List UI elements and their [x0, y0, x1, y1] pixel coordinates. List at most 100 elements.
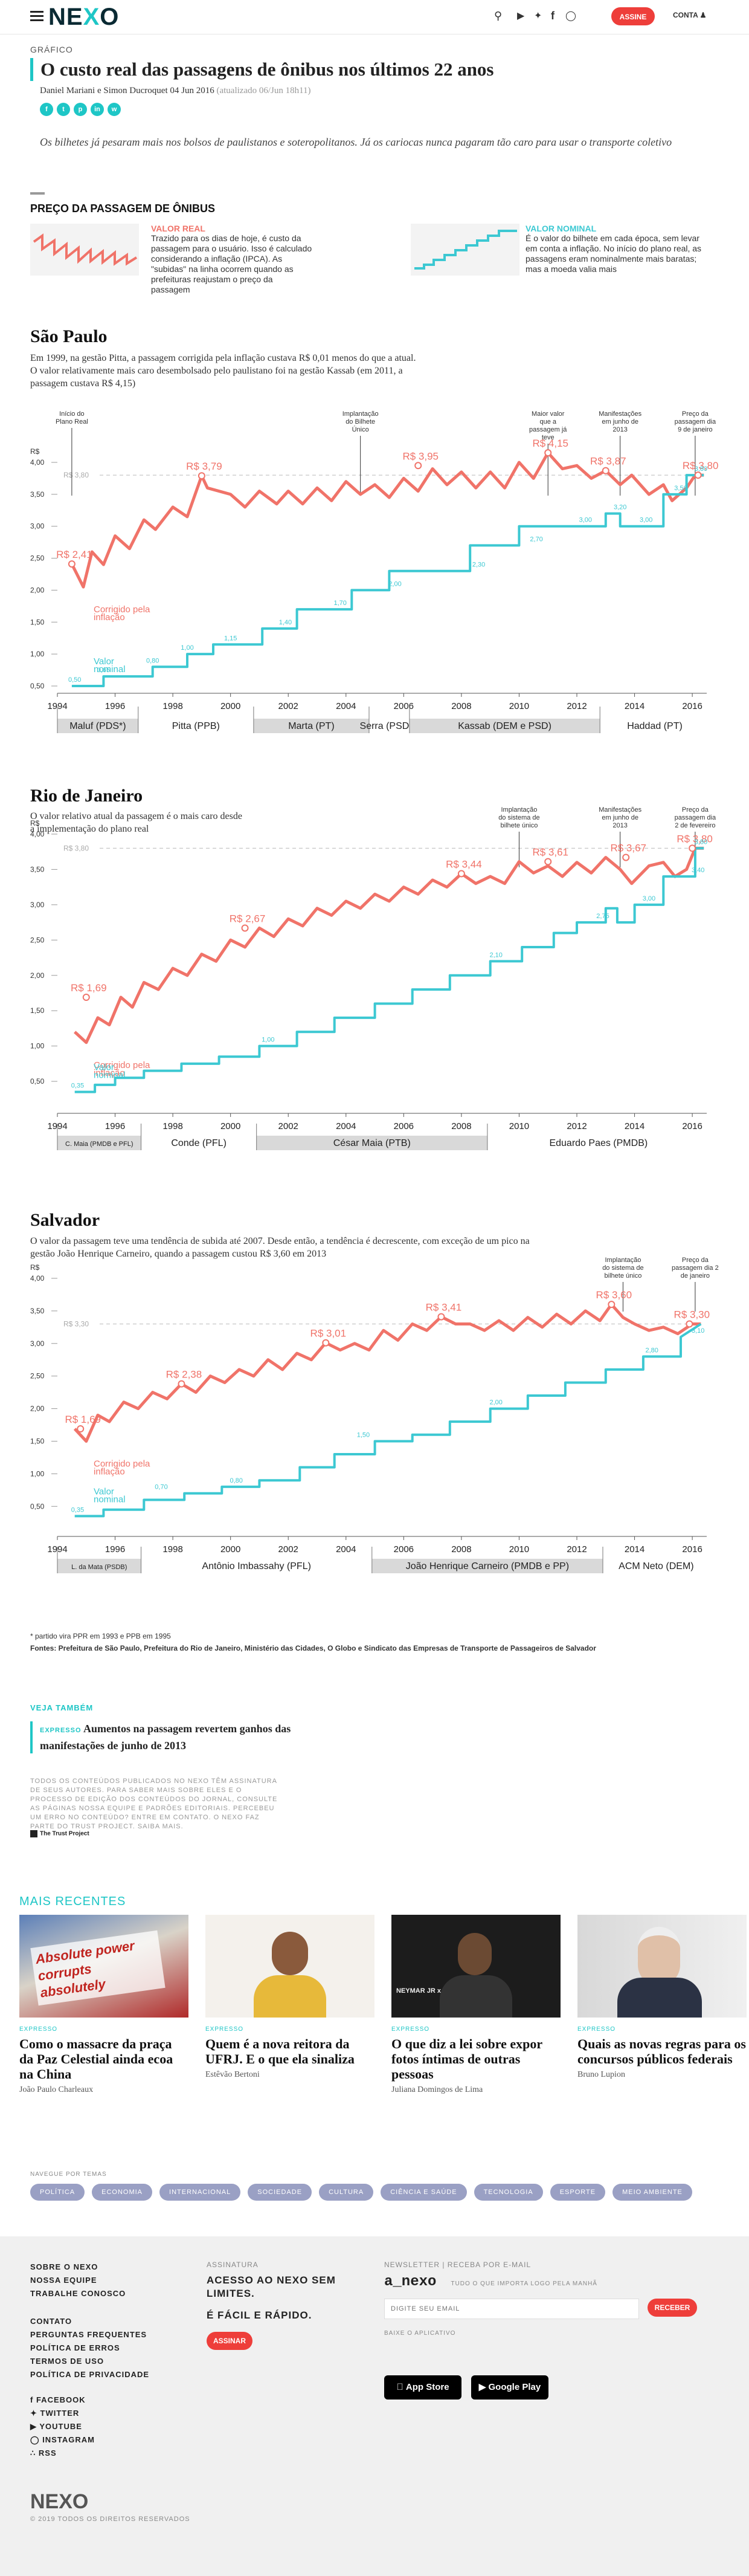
- tema-pill[interactable]: ECONOMIA: [92, 2184, 153, 2201]
- share-linkedin-icon[interactable]: in: [91, 103, 104, 116]
- y-tick-label: 1,50: [30, 1006, 45, 1015]
- social-youtube-link[interactable]: ▶ YOUTUBE: [30, 2420, 95, 2433]
- series-label-nominal: Valor nominal: [94, 1486, 126, 1504]
- assinar-button[interactable]: ASSINAR: [207, 2332, 252, 2350]
- twitter-icon[interactable]: ✦: [534, 11, 542, 21]
- chart-rio: 0,501,001,502,002,503,003,504,00R$1994 19…: [30, 806, 716, 1150]
- footer-link[interactable]: TERMOS DE USO: [30, 2357, 104, 2366]
- social-rss-link[interactable]: ∴ RSS: [30, 2447, 95, 2460]
- instagram-icon[interactable]: ◯: [565, 11, 576, 21]
- legend-real-text: Trazido para os dias de hoje, é custo da…: [151, 233, 312, 294]
- news-card[interactable]: EXPRESSO Quais as novas regras para os c…: [577, 1915, 747, 2080]
- news-card-author: Bruno Lupion: [577, 2070, 625, 2079]
- share-facebook-icon[interactable]: f: [40, 103, 53, 116]
- annotation-text: Maior valor que a passagem já teve: [529, 410, 567, 441]
- series-line-real: [70, 451, 704, 589]
- tema-pill[interactable]: CULTURA: [319, 2184, 374, 2201]
- facebook-icon[interactable]: f: [551, 10, 555, 22]
- app-store-button[interactable]:  App Store: [384, 2375, 461, 2400]
- x-tick-label: 1996: [105, 1544, 125, 1555]
- share-whatsapp-icon[interactable]: w: [108, 103, 121, 116]
- tema-pill[interactable]: MEIO AMBIENTE: [612, 2184, 692, 2201]
- data-label-real: R$ 4,15: [532, 438, 568, 449]
- footer-link[interactable]: CONTATO: [30, 2317, 72, 2326]
- news-card[interactable]: Absolute power corrupts absolutely EXPRE…: [19, 1915, 188, 2095]
- youtube-icon[interactable]: ▶: [517, 11, 525, 21]
- social-twitter-link[interactable]: ✦ TWITTER: [30, 2407, 95, 2420]
- lede: Os bilhetes já pesaram mais nos bolsos d…: [40, 136, 672, 148]
- gestao-label: L. da Mata (PSDB): [71, 1564, 127, 1571]
- y-tick-label: 2,00: [30, 586, 45, 594]
- y-tick-label: 1,50: [30, 618, 45, 626]
- x-tick-label: 2008: [451, 1544, 471, 1555]
- footer-link[interactable]: PERGUNTAS FREQUENTES: [30, 2330, 147, 2339]
- menu-icon[interactable]: [30, 11, 43, 22]
- y-tick-label: 0,50: [30, 682, 45, 690]
- footer-link[interactable]: TRABALHE CONOSCO: [30, 2289, 126, 2298]
- y-tick-label: 1,00: [30, 650, 45, 658]
- gestao-band: [57, 1136, 141, 1150]
- footer-link[interactable]: SOBRE O NEXO: [30, 2262, 98, 2271]
- data-label-nominal: 0,65: [97, 667, 110, 674]
- footer-link[interactable]: POLÍTICA DE ERROS: [30, 2343, 120, 2352]
- receber-button[interactable]: RECEBER: [648, 2299, 697, 2317]
- email-input[interactable]: [384, 2299, 639, 2319]
- tema-pill[interactable]: TECNOLOGIA: [474, 2184, 543, 2201]
- tema-pill[interactable]: SOCIEDADE: [248, 2184, 312, 2201]
- chart-salvador: 0,501,001,502,002,503,003,504,00R$1994 19…: [30, 1257, 719, 1573]
- x-tick-label: 2010: [509, 701, 529, 711]
- share-twitter-icon[interactable]: t: [57, 103, 70, 116]
- top-bar: NEXO ⚲ ▶ ✦ f ◯ ASSINE CONTA ♟: [0, 0, 749, 34]
- news-card[interactable]: NEYMAR JR x EXPRESSO O que diz a lei sob…: [391, 1915, 561, 2095]
- news-card-headline: Quais as novas regras para os concursos …: [577, 2036, 746, 2066]
- x-tick-label: 2006: [394, 701, 414, 711]
- data-label-nominal: 2,80: [646, 1347, 658, 1354]
- gestao-band: [369, 719, 410, 733]
- footer-links-2: CONTATO PERGUNTAS FREQUENTES POLÍTICA DE…: [30, 2315, 149, 2381]
- y-tick-label: 3,50: [30, 490, 45, 499]
- news-card[interactable]: EXPRESSO Quem é a nova reitora da UFRJ. …: [205, 1915, 374, 2080]
- logo[interactable]: NEXO: [48, 4, 120, 30]
- series-line-nominal: [74, 847, 704, 1093]
- share-pinterest-icon[interactable]: p: [74, 103, 87, 116]
- section-title: PREÇO DA PASSAGEM DE ÔNIBUS: [30, 202, 216, 215]
- data-point-real: [694, 471, 702, 479]
- assinatura-label: ASSINATURA: [207, 2260, 259, 2269]
- section-divider: [30, 192, 45, 195]
- assine-button[interactable]: ASSINE: [611, 7, 655, 25]
- y-tick-label: 2,00: [30, 971, 45, 980]
- x-tick-label: 2016: [682, 1121, 702, 1131]
- app-store-label: App Store: [401, 2382, 449, 2392]
- conta-link[interactable]: CONTA ♟: [673, 11, 707, 19]
- veja-tag: EXPRESSO: [40, 1727, 82, 1734]
- chart-desc-rio: O valor relativo atual da passagem é o m…: [30, 811, 242, 834]
- annotation-text: Preço da passagem dia 2 de janeiro: [672, 1257, 719, 1280]
- tema-pill[interactable]: INTERNACIONAL: [159, 2184, 241, 2201]
- data-label-real: R$ 1,69: [65, 1414, 101, 1425]
- reference-label: R$ 3,30: [63, 1319, 89, 1328]
- footer-logo[interactable]: NEXO: [30, 2490, 89, 2513]
- veja-tambem-link[interactable]: EXPRESSO Aumentos na passagem revertem g…: [30, 1721, 354, 1753]
- news-card-author: Estêvão Bertoni: [205, 2070, 260, 2079]
- gestao-label: C. Maia (PMDB e PFL): [65, 1141, 133, 1148]
- footer-link[interactable]: POLÍTICA DE PRIVACIDADE: [30, 2370, 150, 2379]
- search-icon[interactable]: ⚲: [494, 10, 503, 22]
- trust-project[interactable]: The Trust Project: [30, 1830, 89, 1837]
- chart-title-rio: Rio de Janeiro: [30, 786, 143, 806]
- x-tick-label: 2014: [625, 1544, 645, 1555]
- reference-label: R$ 3,80: [63, 844, 89, 852]
- app-label: BAIXE O APLICATIVO: [384, 2330, 456, 2337]
- footer-links-1: SOBRE O NEXO NOSSA EQUIPE TRABALHE CONOS…: [30, 2260, 126, 2300]
- tema-pill[interactable]: CIÊNCIA E SAÚDE: [381, 2184, 467, 2201]
- tema-pill[interactable]: POLÍTICA: [30, 2184, 85, 2201]
- tema-pill[interactable]: ESPORTE: [550, 2184, 606, 2201]
- data-point-real: [241, 924, 249, 932]
- y-tick-label: 3,50: [30, 865, 45, 873]
- social-instagram-link[interactable]: ◯ INSTAGRAM: [30, 2433, 95, 2447]
- footer-link[interactable]: NOSSA EQUIPE: [30, 2276, 97, 2285]
- gestao-label: João Henrique Carneiro (PMDB e PP): [406, 1561, 569, 1571]
- social-facebook-link[interactable]: f FACEBOOK: [30, 2393, 95, 2407]
- google-play-button[interactable]: ▶ Google Play: [471, 2375, 548, 2400]
- news-card-headline: Como o massacre da praça da Paz Celestia…: [19, 2036, 173, 2082]
- data-label-real: R$ 3,79: [186, 461, 222, 472]
